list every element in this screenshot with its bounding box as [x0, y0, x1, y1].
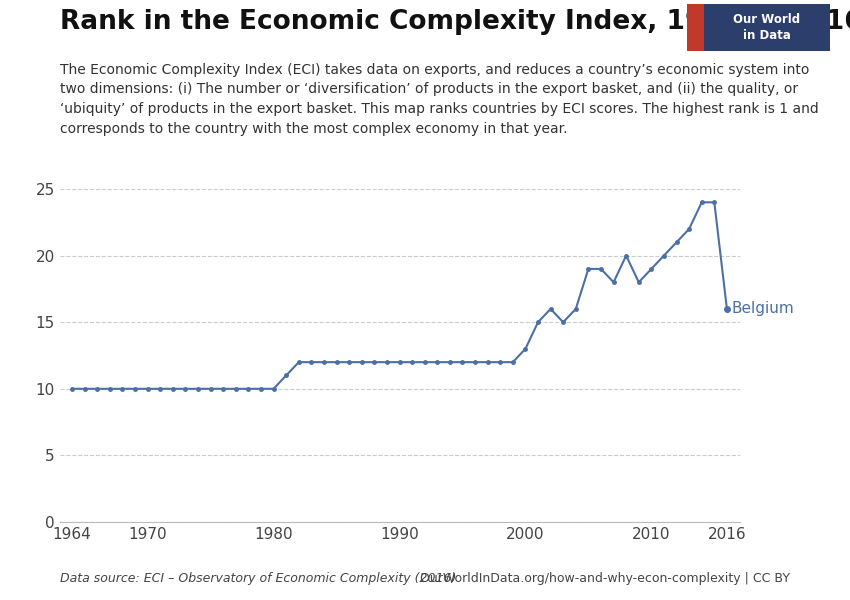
Text: Rank in the Economic Complexity Index, 1964 to 2016: Rank in the Economic Complexity Index, 1… [60, 9, 850, 35]
Text: OurWorldInData.org/how-and-why-econ-complexity | CC BY: OurWorldInData.org/how-and-why-econ-comp… [421, 572, 790, 585]
Text: The Economic Complexity Index (ECI) takes data on exports, and reduces a country: The Economic Complexity Index (ECI) take… [60, 63, 819, 136]
Text: Belgium: Belgium [732, 301, 795, 316]
Text: Our World
in Data: Our World in Data [734, 13, 801, 42]
Text: Data source: ECI – Observatory of Economic Complexity (2016): Data source: ECI – Observatory of Econom… [60, 572, 456, 585]
